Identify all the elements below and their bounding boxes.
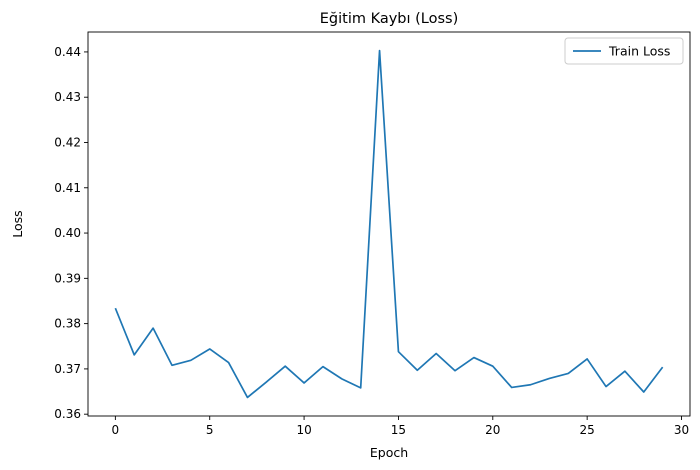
series-line-train-loss [114,49,664,399]
legend-box [564,37,684,65]
x-tick-label: 5 [206,423,214,437]
y-tick-label: 0.38 [54,317,81,331]
x-tick-label: 20 [485,423,500,437]
y-tick-label: 0.42 [54,135,81,149]
plot-frame [87,31,691,417]
y-tick-label: 0.41 [54,181,81,195]
y-tick-label: 0.40 [54,226,81,240]
x-tick-label: 30 [674,423,689,437]
y-tick-label: 0.39 [54,271,81,285]
x-axis: 0 5 10 15 20 25 30 [112,416,689,437]
y-tick-label: 0.37 [54,362,81,376]
chart-title: Eğitim Kaybı (Loss) [320,11,459,27]
plot-area [114,49,664,399]
x-tick-label: 10 [296,423,311,437]
legend-label: Train Loss [608,44,670,59]
y-tick-label: 0.44 [54,45,81,59]
y-tick-label: 0.36 [54,407,81,421]
y-axis-label: Loss [10,210,25,237]
y-tick-label: 0.43 [54,90,81,104]
x-tick-label: 0 [112,423,120,437]
x-tick-label: 15 [391,423,406,437]
legend: Train Loss [564,37,684,65]
x-tick-label: 25 [580,423,595,437]
x-axis-label: Epoch [370,445,408,460]
y-axis: 0.36 0.37 0.38 0.39 0.40 0.41 0.42 0.43 0.44 [54,45,88,421]
